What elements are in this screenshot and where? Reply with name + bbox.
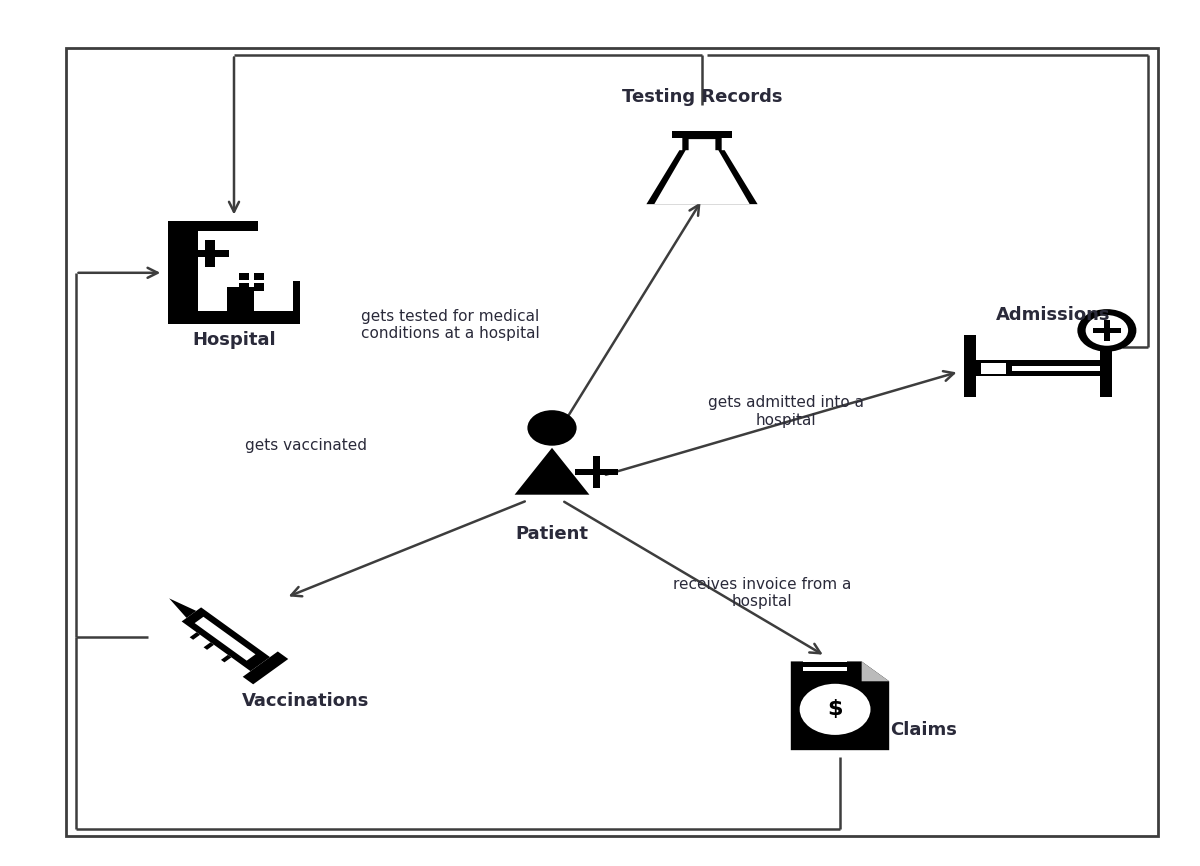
Bar [253,283,264,290]
Text: Admissions: Admissions [996,306,1110,324]
Bar [205,240,215,267]
Text: $: $ [827,700,842,720]
Bar [1100,346,1111,376]
Bar [253,273,264,280]
Polygon shape [791,662,889,750]
Bar [575,469,618,475]
Circle shape [1086,315,1128,346]
Bar [1104,320,1110,340]
Text: Vaccinations: Vaccinations [242,692,370,710]
Polygon shape [515,448,589,494]
Polygon shape [194,617,256,661]
Bar [803,657,847,662]
Polygon shape [242,651,288,684]
Polygon shape [862,662,889,682]
Polygon shape [204,643,214,650]
Text: Patient: Patient [516,525,588,543]
Bar [593,456,600,488]
Bar [980,366,1100,372]
Bar [965,376,976,397]
Bar [672,131,732,139]
Bar [1100,376,1111,397]
Bar [191,250,229,257]
Text: gets admitted into a
hospital: gets admitted into a hospital [708,395,864,428]
Polygon shape [168,222,300,324]
Text: Claims: Claims [890,721,958,740]
Bar [1093,328,1121,333]
Bar [239,283,248,290]
Circle shape [1078,309,1136,352]
Text: gets tested for medical
conditions at a hospital: gets tested for medical conditions at a … [361,308,539,341]
Bar [239,273,248,280]
Bar [803,667,847,671]
Polygon shape [181,607,270,671]
Bar [980,364,1006,373]
Circle shape [799,684,870,735]
Circle shape [528,410,577,446]
Polygon shape [221,655,232,662]
Polygon shape [654,139,750,204]
Polygon shape [647,134,757,204]
Polygon shape [190,632,200,640]
Text: receives invoice from a
hospital: receives invoice from a hospital [673,577,851,610]
Bar [978,361,1013,375]
Text: Testing Records: Testing Records [622,88,782,107]
Text: gets vaccinated: gets vaccinated [245,438,367,454]
Bar [965,335,976,376]
Bar [965,360,1111,376]
Polygon shape [169,598,197,618]
Text: Hospital: Hospital [192,331,276,349]
Bar [198,231,293,312]
Bar [227,288,254,312]
